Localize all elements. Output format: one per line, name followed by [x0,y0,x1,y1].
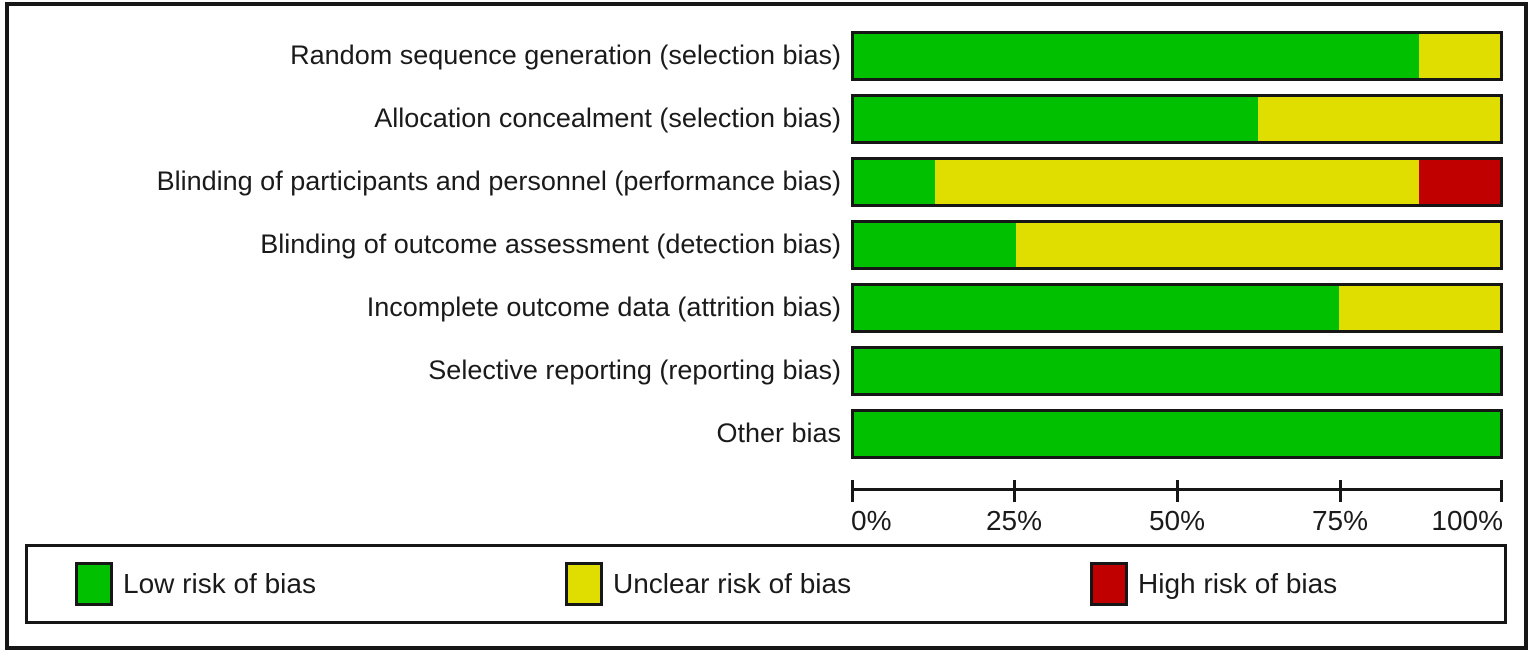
bar-track [851,346,1503,396]
category-label: Allocation concealment (selection bias) [374,103,841,134]
legend-swatch-high-risk-of-bias [1090,562,1128,606]
x-axis-tick [1339,480,1342,502]
legend-swatch-low-risk-of-bias [75,562,113,606]
x-axis-tick-label: 75% [1311,505,1369,536]
x-axis-tick [851,480,854,502]
bar-segment-low-risk-of-bias [854,223,1016,267]
bar-segment-low-risk-of-bias [854,412,1500,456]
legend-label: Unclear risk of bias [613,568,852,599]
category-label: Blinding of participants and personnel (… [156,166,841,197]
bar-row: Blinding of participants and personnel (… [9,157,1508,207]
bar-rows-container: Random sequence generation (selection bi… [9,31,1508,472]
bar-row: Blinding of outcome assessment (detectio… [9,220,1508,270]
x-axis-tick [1176,480,1179,502]
legend-swatch-unclear-risk-of-bias [565,562,603,606]
bar-segment-low-risk-of-bias [854,97,1258,141]
x-axis-tick-label: 25% [985,505,1043,536]
bar-segment-unclear-risk-of-bias [1015,223,1500,267]
bar-segment-unclear-risk-of-bias [1257,97,1500,141]
bar-track [851,409,1503,459]
category-label: Random sequence generation (selection bi… [290,40,841,71]
bar-segment-high-risk-of-bias [1419,160,1500,204]
bar-track [851,220,1503,270]
bar-segment-unclear-risk-of-bias [1419,34,1500,78]
bar-track [851,94,1503,144]
x-axis-tick [1013,480,1016,502]
bar-row: Allocation concealment (selection bias) [9,94,1508,144]
category-label: Selective reporting (reporting bias) [428,355,841,386]
legend-box: Low risk of bias Unclear risk of bias High… [25,544,1507,624]
category-label: Incomplete outcome data (attrition bias) [366,292,841,323]
bar-track [851,31,1503,81]
x-axis-tick-label: 0% [851,505,892,536]
bar-row: Other bias [9,409,1508,459]
legend-item-low-risk-of-bias: Low risk of bias [75,562,565,606]
x-axis-tick-label: 50% [1148,505,1206,536]
legend-item-unclear-risk-of-bias: Unclear risk of bias [565,562,1090,606]
bar-row: Incomplete outcome data (attrition bias) [9,283,1508,333]
bar-segment-low-risk-of-bias [854,34,1420,78]
legend-item-high-risk-of-bias: High risk of bias [1090,562,1504,606]
category-label: Blinding of outcome assessment (detectio… [260,229,841,260]
bar-track [851,157,1503,207]
x-axis-tick [1500,480,1503,502]
x-axis: 0% 25% 50% 75% 100% [851,480,1503,542]
bar-row: Random sequence generation (selection bi… [9,31,1508,81]
bar-segment-unclear-risk-of-bias [1338,286,1500,330]
category-label: Other bias [716,418,841,449]
bar-row: Selective reporting (reporting bias) [9,346,1508,396]
legend-label: Low risk of bias [123,568,316,599]
x-axis-tick-label: 100% [1431,505,1503,536]
legend-label: High risk of bias [1138,568,1338,599]
figure-frame: Random sequence generation (selection bi… [5,2,1528,650]
bar-track [851,283,1503,333]
bar-segment-low-risk-of-bias [854,349,1500,393]
bar-segment-low-risk-of-bias [854,160,935,204]
bar-segment-unclear-risk-of-bias [934,160,1420,204]
bar-segment-low-risk-of-bias [854,286,1339,330]
